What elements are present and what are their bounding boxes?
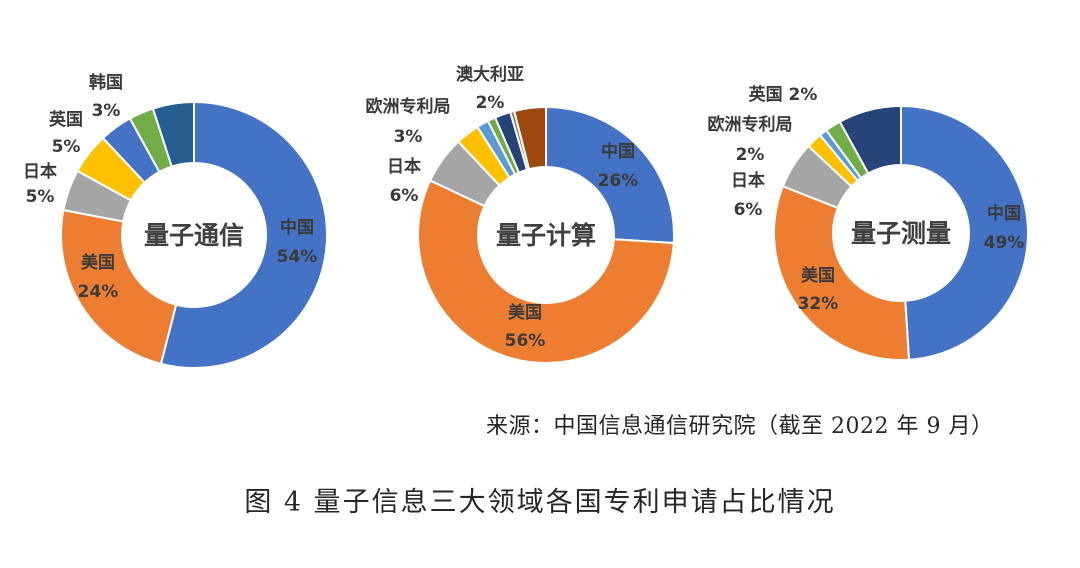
donut-chart-1: 量子通信 中国 54% 美国 24% 日本 5% 英国 5% 韩国 3% — [23, 72, 328, 369]
data-label-name: 中国 — [987, 203, 1021, 224]
data-label-value: 6% — [390, 186, 419, 206]
data-label-name: 欧洲专利局 — [708, 114, 793, 135]
data-label-value: 2% — [736, 145, 765, 165]
data-label-name: 英国 — [49, 109, 83, 130]
source-note: 来源：中国信息通信研究院（截至 2022 年 9 月） — [486, 414, 994, 439]
data-label-value: 26% — [598, 171, 639, 191]
data-label-name: 美国 — [801, 265, 835, 286]
data-label-name: 日本 — [387, 156, 421, 177]
slice-美国-1-1 — [60, 208, 178, 366]
data-label-name: 澳大利亚 — [456, 64, 524, 85]
data-label-name: 中国 — [280, 217, 314, 238]
data-label-name: 日本 — [23, 161, 57, 182]
data-label-value: 54% — [277, 247, 318, 267]
data-label-name: 韩国 — [89, 72, 123, 93]
slice-other-3-6 — [838, 104, 902, 175]
donut-center-label: 量子通信 — [144, 221, 244, 250]
slice-other-1-6 — [151, 100, 195, 168]
donut-chart-3: 量子测量 中国 49% 美国 32% 日本 6% 欧洲专利局 2% 英国 2% — [708, 84, 1029, 361]
data-label-value: 3% — [92, 101, 121, 121]
data-label-value: 5% — [26, 187, 55, 207]
data-label-value: 2% — [476, 93, 505, 113]
slice-中国-1-0 — [159, 100, 328, 369]
figure-caption: 图 4 量子信息三大领域各国专利申请占比情况 — [244, 487, 836, 518]
data-label-name: 欧洲专利局 — [366, 96, 451, 117]
data-label-name: 中国 — [601, 141, 635, 162]
donut-chart-2: 量子计算 中国 26% 美国 56% 日本 6% 欧洲专利局 3% 澳大利亚 2% — [366, 64, 675, 364]
slice-中国-2-0 — [545, 105, 675, 245]
data-label: 英国 2% — [749, 84, 818, 105]
data-label-value: 56% — [505, 331, 546, 351]
slice-美国-2-1 — [417, 179, 675, 364]
data-label-value: 49% — [984, 233, 1025, 253]
slice-other-2-8 — [512, 105, 547, 171]
data-label-value: 6% — [734, 200, 763, 220]
data-label-value: 5% — [52, 137, 81, 157]
data-label-value: 32% — [798, 294, 839, 314]
data-label-name: 美国 — [508, 302, 542, 323]
data-label-name: 美国 — [81, 252, 115, 273]
slice-中国-3-0 — [900, 104, 1029, 361]
data-label-name: 日本 — [731, 170, 765, 191]
donut-center-label: 量子计算 — [496, 221, 596, 250]
data-label-value: 24% — [78, 282, 119, 302]
donut-center-label: 量子测量 — [851, 219, 951, 248]
data-label-value: 3% — [394, 127, 423, 147]
slice-美国-3-1 — [773, 184, 911, 361]
